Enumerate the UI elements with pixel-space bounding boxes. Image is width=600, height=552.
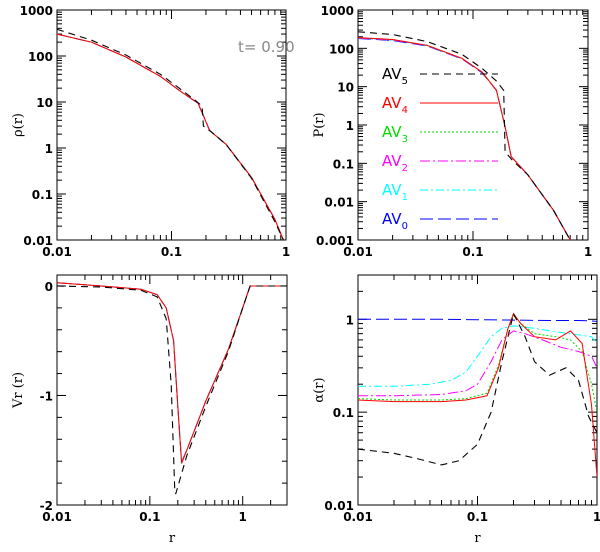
legend-label-sub: 4 — [402, 105, 408, 116]
x-tick-label: 0.01 — [42, 510, 72, 524]
series-group — [358, 31, 571, 240]
legend-label-base: AV — [382, 123, 402, 141]
y-axis-title: ρ(r) — [11, 113, 26, 137]
x-axis-title: r — [169, 531, 176, 546]
time-annotation: t= 0.90 — [238, 38, 295, 56]
y-tick-label: -2 — [40, 499, 53, 513]
legend-label-av5: AV5 — [382, 65, 408, 87]
x-tick-label: 1 — [584, 245, 592, 259]
legend-label-base: AV — [382, 94, 402, 112]
series-line-av0 — [57, 33, 284, 240]
y-tick-label: 1 — [346, 313, 354, 327]
y-tick-label: 1000 — [20, 4, 53, 18]
legend-label-sub: 2 — [402, 163, 408, 174]
plot-frame — [357, 274, 598, 506]
x-tick-label: 0.1 — [139, 510, 160, 524]
panel-density: 0.01 0.1 1 0.01 0.1 1 10 100 1000 ρ(r) — [11, 4, 290, 259]
legend-label-base: AV — [382, 152, 402, 170]
x-tick-label: 0.1 — [161, 245, 182, 259]
legend-label-av2: AV2 — [382, 152, 408, 174]
y-axis-title: P(r) — [312, 112, 327, 137]
y-tick-label: 100 — [329, 42, 354, 56]
y-tick-label: 0.01 — [324, 499, 354, 513]
x-tick-label: 0.01 — [343, 510, 373, 524]
y-tick-label: 0.01 — [23, 234, 53, 248]
x-tick-label: 0.1 — [467, 510, 488, 524]
series-line-av0 — [358, 318, 597, 322]
legend-label-base: AV — [382, 65, 402, 83]
legend-label-base: AV — [382, 181, 402, 199]
y-tick-label: 0.001 — [316, 234, 354, 248]
series-line-av4 — [57, 282, 287, 464]
series-line-av3 — [57, 282, 287, 464]
series-line-av5 — [358, 312, 597, 466]
series-line-av4 — [57, 33, 284, 240]
x-tick-label: 0.1 — [462, 245, 483, 259]
x-tick-label: 1 — [282, 245, 290, 259]
series-line-av2 — [57, 33, 284, 240]
y-tick-label: 10 — [36, 96, 53, 110]
legend-label-av3: AV3 — [382, 123, 408, 145]
y-tick-label: 1000 — [321, 4, 354, 18]
x-axis-title: r — [474, 531, 481, 546]
y-tick-label: 0 — [45, 280, 53, 294]
series-line-av5 — [57, 28, 284, 240]
panel-alpha: 0.01 0.1 1 0.01 0.1 1 α(r) r — [312, 274, 600, 546]
series-line-av5 — [358, 31, 571, 240]
series-line-av1 — [57, 33, 284, 240]
x-tick-label: 1 — [593, 510, 600, 524]
series-line-av1 — [358, 325, 597, 387]
y-tick-label: 100 — [28, 50, 53, 64]
series-line-av4 — [358, 37, 571, 240]
y-tick-label: 1 — [346, 119, 354, 133]
series-line-av5 — [57, 285, 287, 495]
legend-label-base: AV — [382, 210, 402, 228]
series-group — [57, 28, 284, 240]
series-line-av4 — [358, 312, 597, 478]
series-line-av3 — [57, 33, 284, 240]
plot-frame — [56, 274, 288, 506]
series-line-av2 — [358, 330, 597, 397]
x-tick-label: 0.01 — [343, 245, 373, 259]
y-tick-label: 0.1 — [333, 157, 354, 171]
legend-label-sub: 1 — [402, 192, 408, 203]
legend-label-sub: 3 — [402, 134, 408, 145]
legend-label-av1: AV1 — [382, 181, 408, 203]
series-line-av2 — [57, 282, 287, 463]
x-tick-label: 1 — [239, 510, 247, 524]
series-group — [57, 282, 287, 495]
y-tick-label: 10 — [337, 81, 354, 95]
series-line-av0 — [57, 282, 287, 464]
y-tick-label: 1 — [45, 142, 53, 156]
legend-label-av4: AV4 — [382, 94, 408, 116]
panel-radial-velocity: 0.01 0.1 1 -2 -1 0 Vr (r) r — [11, 274, 288, 546]
legend-label-sub: 0 — [402, 221, 408, 232]
series-group — [358, 312, 597, 478]
x-tick-label: 0.01 — [42, 245, 72, 259]
y-tick-label: 0.1 — [333, 406, 354, 420]
y-tick-label: 0.1 — [32, 188, 53, 202]
y-tick-label: 0.01 — [324, 196, 354, 210]
y-axis-title: α(r) — [312, 377, 327, 402]
y-tick-label: -1 — [40, 389, 53, 403]
series-line-av3 — [358, 314, 597, 413]
series-line-av1 — [57, 282, 287, 464]
y-axis-title: Vr (r) — [11, 372, 26, 409]
legend-label-sub: 5 — [402, 76, 408, 87]
legend-label-av0: AV0 — [382, 210, 408, 232]
